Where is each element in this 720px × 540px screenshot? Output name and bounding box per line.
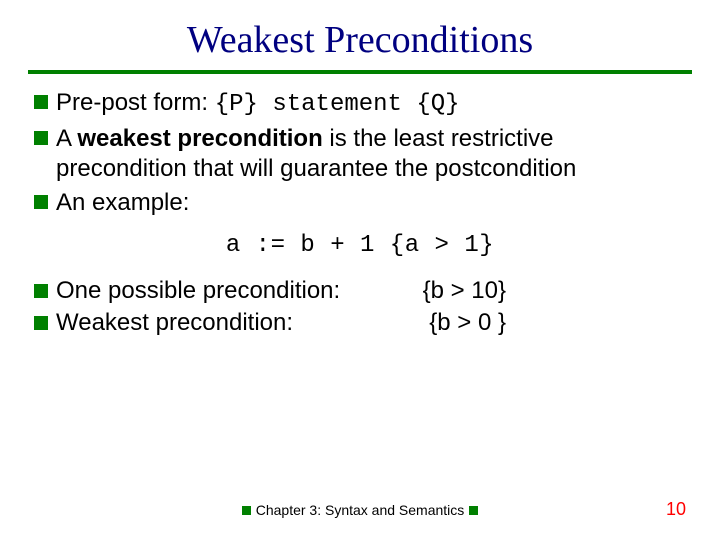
bullet-row-2: A weakest precondition is the least rest… xyxy=(34,124,686,184)
bullet-icon xyxy=(34,195,48,209)
slide-title: Weakest Preconditions xyxy=(28,18,692,62)
weakest-row: Weakest precondition: {b > 0 } xyxy=(34,309,686,337)
bullet-row-3: An example: xyxy=(34,188,686,218)
possible-label-wrap: One possible precondition: xyxy=(34,277,340,305)
b1-pre: Pre-post form: xyxy=(56,89,215,116)
b1-code: {P} statement {Q} xyxy=(215,91,460,118)
bullet-row-1: Pre-post form: {P} statement {Q} xyxy=(34,88,686,120)
possible-label: One possible precondition: xyxy=(56,277,340,305)
possible-row: One possible precondition: {b > 10} xyxy=(34,277,686,305)
page-number: 10 xyxy=(666,499,686,520)
content-area: Pre-post form: {P} statement {Q} A weake… xyxy=(28,88,692,337)
b2-a: A xyxy=(56,125,77,152)
bullet-icon xyxy=(34,316,48,330)
example-code: a := b + 1 {a > 1} xyxy=(34,232,686,259)
weakest-label-wrap: Weakest precondition: xyxy=(34,309,293,337)
bullet-icon xyxy=(34,95,48,109)
footer-text: Chapter 3: Syntax and Semantics xyxy=(256,502,465,518)
bullet-icon xyxy=(34,284,48,298)
bullet-text-2: A weakest precondition is the least rest… xyxy=(56,124,686,184)
footer-bullet-icon xyxy=(469,506,478,515)
title-rule xyxy=(28,70,692,74)
weakest-label: Weakest precondition: xyxy=(56,309,293,337)
bullet-text-1: Pre-post form: {P} statement {Q} xyxy=(56,88,460,120)
slide: Weakest Preconditions Pre-post form: {P}… xyxy=(0,0,720,540)
weakest-value: {b > 0 } xyxy=(429,309,686,337)
footer: Chapter 3: Syntax and Semantics xyxy=(0,502,720,518)
bullet-icon xyxy=(34,131,48,145)
possible-value: {b > 10} xyxy=(423,277,686,305)
bullet-text-3: An example: xyxy=(56,188,189,218)
footer-bullet-icon xyxy=(242,506,251,515)
b2-bold: weakest precondition xyxy=(77,125,322,152)
